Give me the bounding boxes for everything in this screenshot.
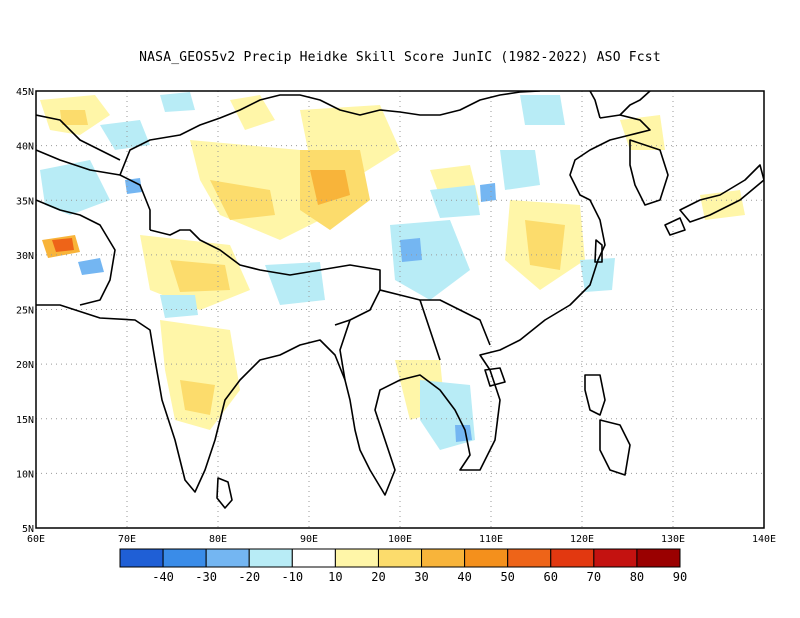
colorbar-label: 50 — [500, 570, 514, 584]
coastlines-and-borders — [36, 91, 764, 509]
graticule — [36, 91, 764, 528]
skill-score-field — [40, 92, 745, 450]
colorbar-swatch — [205, 548, 250, 568]
colorbar-label: -30 — [195, 570, 217, 584]
colorbar-swatch — [162, 548, 207, 568]
x-tick-label: 120E — [570, 534, 594, 545]
y-tick-label: 25N — [16, 306, 34, 317]
y-tick-label: 15N — [16, 415, 34, 426]
y-tick-label: 40N — [16, 142, 34, 153]
y-tick-label: 30N — [16, 251, 34, 262]
chart-title: NASA_GEOS5v2 Precip Heidke Skill Score J… — [139, 50, 661, 65]
colorbar-label: -40 — [152, 570, 174, 584]
x-axis-labels: 60E 70E 80E 90E 100E 110E 120E 130E 140E — [27, 534, 776, 545]
colorbar-swatch — [334, 548, 379, 568]
colorbar-swatch — [636, 548, 681, 568]
plot-frame — [35, 90, 765, 529]
y-tick-label: 45N — [16, 87, 34, 98]
x-tick-label: 80E — [209, 534, 227, 545]
colorbar-label: 20 — [371, 570, 385, 584]
colorbar-swatch — [377, 548, 423, 568]
colorbar-swatch — [119, 548, 164, 568]
colorbar-label: -10 — [281, 570, 303, 584]
x-tick-label: 60E — [27, 534, 45, 545]
y-tick-label: 5N — [22, 524, 34, 535]
x-tick-label: 70E — [118, 534, 136, 545]
x-tick-label: 130E — [661, 534, 685, 545]
colorbar-label: 40 — [457, 570, 471, 584]
x-tick-label: 100E — [388, 534, 412, 545]
colorbar-label: 90 — [673, 570, 687, 584]
y-tick-label: 10N — [16, 469, 34, 480]
colorbar-label: 80 — [630, 570, 644, 584]
colorbar-swatch — [464, 548, 509, 568]
colorbar-swatch — [593, 548, 638, 568]
colorbar-label: 60 — [544, 570, 558, 584]
y-tick-label: 20N — [16, 360, 34, 371]
y-tick-label: 35N — [16, 196, 34, 207]
x-tick-label: 110E — [479, 534, 503, 545]
colorbar-label: 30 — [414, 570, 428, 584]
x-tick-label: 140E — [752, 534, 776, 545]
colorbar-swatch — [248, 548, 293, 568]
colorbar: -40 -30 -20 -10 10 20 30 40 50 60 70 80 90 — [119, 548, 687, 584]
x-tick-label: 90E — [300, 534, 318, 545]
colorbar-swatch — [421, 548, 466, 568]
colorbar-swatch — [507, 548, 552, 568]
y-axis-labels: 45N 40N 35N 30N 25N 20N 15N 10N 5N — [16, 87, 34, 535]
colorbar-label: -20 — [238, 570, 260, 584]
colorbar-label: 10 — [328, 570, 342, 584]
colorbar-swatch — [291, 548, 336, 568]
colorbar-swatch — [550, 548, 595, 568]
colorbar-label: 70 — [587, 570, 601, 584]
